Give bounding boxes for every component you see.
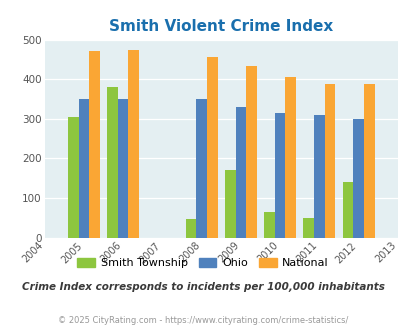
Bar xyxy=(303,218,313,238)
Bar xyxy=(79,99,89,238)
Bar xyxy=(264,212,274,238)
Bar xyxy=(235,107,245,238)
Bar xyxy=(185,219,196,238)
Bar xyxy=(285,77,295,238)
Bar xyxy=(207,57,217,238)
Bar xyxy=(352,119,363,238)
Bar xyxy=(363,84,373,238)
Bar xyxy=(313,115,324,238)
Bar xyxy=(274,113,285,238)
Text: © 2025 CityRating.com - https://www.cityrating.com/crime-statistics/: © 2025 CityRating.com - https://www.city… xyxy=(58,315,347,325)
Legend: Smith Township, Ohio, National: Smith Township, Ohio, National xyxy=(72,253,333,272)
Bar xyxy=(68,117,79,238)
Bar xyxy=(196,99,207,238)
Bar xyxy=(245,66,256,238)
Bar xyxy=(117,99,128,238)
Text: Crime Index corresponds to incidents per 100,000 inhabitants: Crime Index corresponds to incidents per… xyxy=(21,282,384,292)
Bar xyxy=(224,170,235,238)
Bar xyxy=(342,182,352,238)
Bar xyxy=(89,51,100,238)
Bar xyxy=(324,84,335,238)
Title: Smith Violent Crime Index: Smith Violent Crime Index xyxy=(109,19,333,34)
Bar xyxy=(128,50,139,238)
Bar xyxy=(107,87,117,238)
